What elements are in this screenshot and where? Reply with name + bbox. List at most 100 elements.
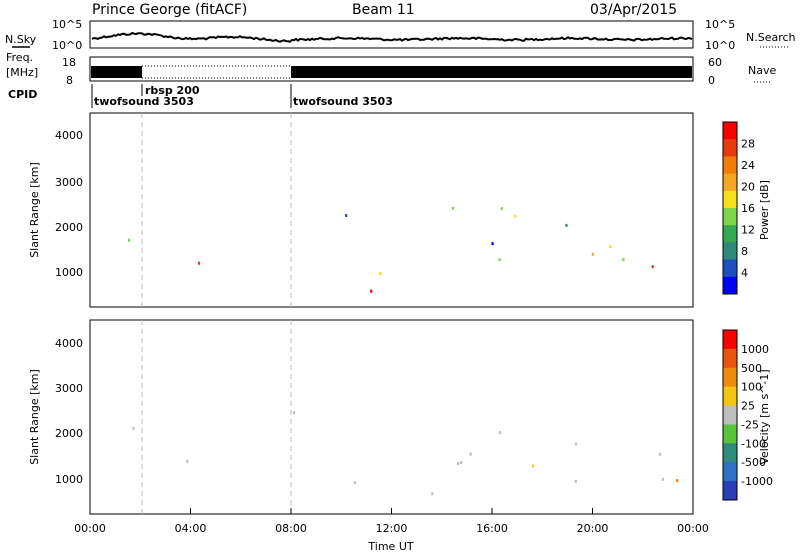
power-colorbar: 28 24 20 16 12 8 4 [722, 121, 755, 295]
cpid-segment-3: twofsound 3503 [293, 95, 393, 108]
power-ytick-2000: 2000 [55, 221, 83, 234]
time-tick-label: 04:00 [175, 522, 207, 535]
colorbar-swatch [723, 156, 737, 175]
beam-label: Beam 11 [352, 2, 415, 18]
data-cell [651, 265, 654, 269]
colorbar-swatch [723, 405, 737, 425]
colorbar-tick: -500 [741, 456, 766, 469]
velocity-y-axis: 4000 3000 2000 1000 [55, 337, 83, 486]
data-cell [345, 214, 348, 218]
colorbar-swatch [723, 173, 737, 192]
data-cell [498, 431, 502, 435]
data-cell [609, 245, 612, 248]
data-cell [379, 272, 382, 275]
freq-tick-high: 18 [62, 56, 76, 69]
velocity-ylabel: Slant Range [km] [28, 369, 41, 465]
colorbar-swatch [723, 330, 737, 350]
colorbar-swatch [723, 386, 737, 407]
cpid-label: CPID [8, 88, 37, 101]
data-cell [658, 452, 662, 456]
data-cell [565, 223, 568, 227]
colorbar-tick: 4 [741, 267, 748, 280]
data-cell [514, 214, 517, 218]
colorbar-tick: 100 [741, 381, 762, 394]
data-cell [457, 462, 460, 466]
data-cell [500, 207, 503, 211]
time-tick-label: 16:00 [476, 522, 508, 535]
colorbar-tick: 500 [741, 362, 762, 375]
data-cell [498, 258, 501, 262]
freq-tick-low: 8 [66, 74, 73, 87]
colorbar-swatch [723, 367, 737, 388]
colorbar-swatch [723, 259, 737, 278]
time-tick-label: 00:00 [74, 522, 106, 535]
colorbar-tick: -25 [741, 418, 759, 431]
freq-band-1 [91, 66, 142, 78]
velocity-heatmap [132, 411, 679, 496]
data-cell [460, 461, 463, 464]
data-cell [469, 452, 472, 456]
noise-search-label: N.Search [746, 31, 796, 44]
colorbar-swatch [723, 424, 737, 444]
station-title: Prince George (fitACF) [92, 2, 247, 18]
data-cell [292, 411, 296, 415]
velocity-ytick-2000: 2000 [55, 427, 83, 440]
colorbar-frame [722, 329, 738, 501]
time-tick-label: 00:00 [677, 522, 709, 535]
nave-tick-high: 60 [708, 56, 722, 69]
colorbar-tick: 1000 [741, 343, 769, 356]
velocity-ytick-3000: 3000 [55, 382, 83, 395]
colorbar-tick: 8 [741, 245, 748, 258]
data-cell [491, 242, 494, 246]
colorbar-tick: -100 [741, 437, 766, 450]
freq-label-line1: Freq. [6, 51, 33, 64]
data-cell [591, 252, 594, 256]
noise-tick-low-left: 10^0 [52, 39, 82, 52]
data-cell [661, 477, 664, 481]
nave-tick-low: 0 [708, 74, 715, 87]
noise-sky-trace [91, 31, 693, 43]
colorbar-swatch [723, 242, 737, 261]
noise-tick-low-right: 10^0 [705, 39, 735, 52]
velocity-colorbar-label: Velocity [m s^-1] [758, 369, 771, 464]
time-axis: 00:00 04:00 08:00 12:00 16:00 20:00 00:00 [74, 508, 709, 535]
data-cell [132, 426, 135, 430]
colorbar-swatch [723, 481, 737, 501]
colorbar-swatch [723, 190, 737, 209]
data-cell [622, 258, 625, 262]
freq-label-line2: [MHz] [6, 66, 38, 79]
power-ylabel: Slant Range [km] [28, 162, 41, 258]
colorbar-tick: 24 [741, 159, 755, 172]
data-cell [574, 442, 578, 446]
colorbar-swatch [723, 208, 737, 226]
noise-sky-label: N.Sky [5, 33, 37, 46]
power-colorbar-label: Power [dB] [758, 180, 771, 240]
noise-tick-high-right: 10^5 [705, 18, 735, 31]
colorbar-swatch [723, 122, 737, 140]
power-ytick-3000: 3000 [55, 176, 83, 189]
velocity-ytick-4000: 4000 [55, 337, 83, 350]
nave-label: Nave [748, 64, 776, 77]
time-tick-label: 12:00 [376, 522, 408, 535]
time-tick-label: 08:00 [275, 522, 307, 535]
noise-tick-high-left: 10^5 [52, 18, 82, 31]
colorbar-tick: -1000 [741, 475, 773, 488]
colorbar-frame [722, 121, 738, 295]
freq-panel-frame [89, 56, 694, 82]
power-ytick-1000: 1000 [55, 266, 83, 279]
colorbar-tick: 12 [741, 224, 755, 237]
colorbar-tick: 16 [741, 202, 755, 215]
colorbar-swatch [723, 139, 737, 157]
velocity-panel-frame [89, 319, 694, 515]
data-cell [532, 464, 535, 468]
freq-band-2 [291, 66, 692, 78]
power-y-axis: 4000 3000 2000 1000 [55, 129, 83, 279]
data-cell [128, 238, 131, 242]
power-panel-frame [89, 112, 694, 308]
colorbar-swatch [723, 276, 737, 295]
cpid-segment-1: twofsound 3503 [94, 95, 194, 108]
colorbar-swatch [723, 348, 737, 369]
time-tick-label: 20:00 [577, 522, 609, 535]
data-cell [452, 206, 455, 210]
